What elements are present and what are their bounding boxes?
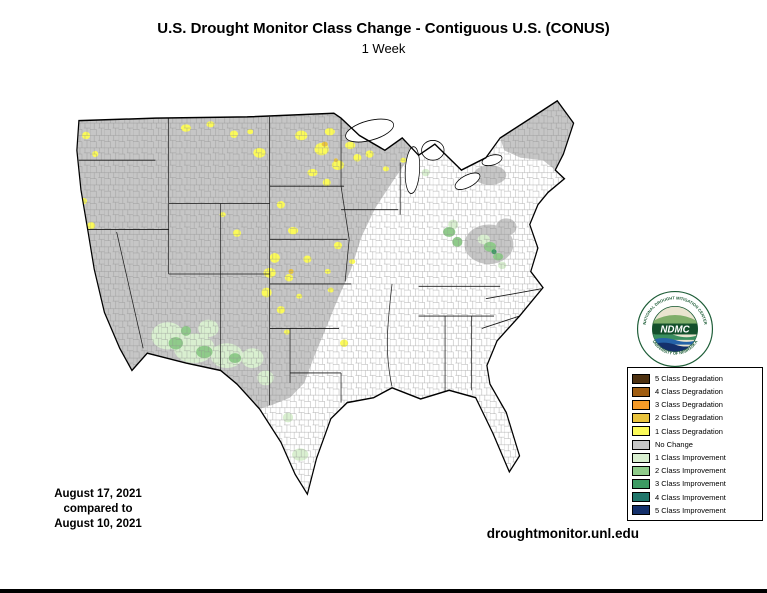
great-lakes xyxy=(345,118,503,194)
legend: 5 Class Degradation 4 Class Degradation 3 … xyxy=(627,367,763,522)
legend-swatch-deg4 xyxy=(632,386,650,397)
legend-label-imp1: 1 Class Improvement xyxy=(655,452,726,462)
date-line-1: August 17, 2021 xyxy=(54,488,142,500)
ndmc-logo: NDMC NATIONAL DROUGHT MITIGATION CENTER … xyxy=(636,290,714,368)
legend-item-nochange: No Change xyxy=(632,438,758,451)
legend-swatch-deg1 xyxy=(632,426,650,437)
county-grid xyxy=(76,100,574,495)
legend-swatch-imp1 xyxy=(632,452,650,463)
legend-label-deg4: 4 Class Degradation xyxy=(655,387,723,397)
legend-item-imp1: 1 Class Improvement xyxy=(632,451,758,464)
date-comparison: August 17, 2021 compared to August 10, 2… xyxy=(36,487,160,532)
legend-label-deg2: 2 Class Degradation xyxy=(655,413,723,423)
page-title: U.S. Drought Monitor Class Change - Cont… xyxy=(157,20,610,37)
website-url: droughtmonitor.unl.edu xyxy=(486,526,639,541)
us-outline xyxy=(76,99,575,496)
legend-item-deg4: 4 Class Degradation xyxy=(632,385,758,398)
legend-label-deg5: 5 Class Degradation xyxy=(655,373,723,383)
legend-item-deg2: 2 Class Degradation xyxy=(632,412,758,425)
legend-swatch-deg2 xyxy=(632,413,650,424)
legend-label-imp5: 5 Class Improvement xyxy=(655,505,726,515)
legend-swatch-imp4 xyxy=(632,492,650,503)
legend-swatch-nochange xyxy=(632,439,650,450)
legend-label-imp3: 3 Class Improvement xyxy=(655,479,726,489)
legend-swatch-deg3 xyxy=(632,399,650,410)
conus-map xyxy=(76,99,575,496)
legend-item-imp2: 2 Class Improvement xyxy=(632,464,758,477)
legend-item-deg1: 1 Class Degradation xyxy=(632,425,758,438)
date-line-2: compared to xyxy=(63,502,133,515)
legend-item-imp4: 4 Class Improvement xyxy=(632,491,758,504)
legend-item-imp3: 3 Class Improvement xyxy=(632,478,758,491)
legend-item-deg3: 3 Class Degradation xyxy=(632,398,758,411)
legend-label-deg1: 1 Class Degradation xyxy=(655,426,723,436)
legend-label-imp2: 2 Class Improvement xyxy=(655,466,726,476)
state-borders xyxy=(78,116,542,406)
legend-label-deg3: 3 Class Degradation xyxy=(655,400,723,410)
page-subtitle: 1 Week xyxy=(361,41,406,56)
legend-label-imp4: 4 Class Improvement xyxy=(655,492,726,502)
ndmc-logo-acronym: NDMC xyxy=(660,325,690,336)
legend-item-imp5: 5 Class Improvement xyxy=(632,504,758,517)
legend-item-deg5: 5 Class Degradation xyxy=(632,372,758,385)
legend-swatch-imp2 xyxy=(632,465,650,476)
legend-swatch-deg5 xyxy=(632,373,650,384)
date-line-3: August 10, 2021 xyxy=(54,517,142,530)
legend-label-nochange: No Change xyxy=(655,439,693,449)
legend-swatch-imp5 xyxy=(632,505,650,516)
legend-swatch-imp3 xyxy=(632,479,650,490)
